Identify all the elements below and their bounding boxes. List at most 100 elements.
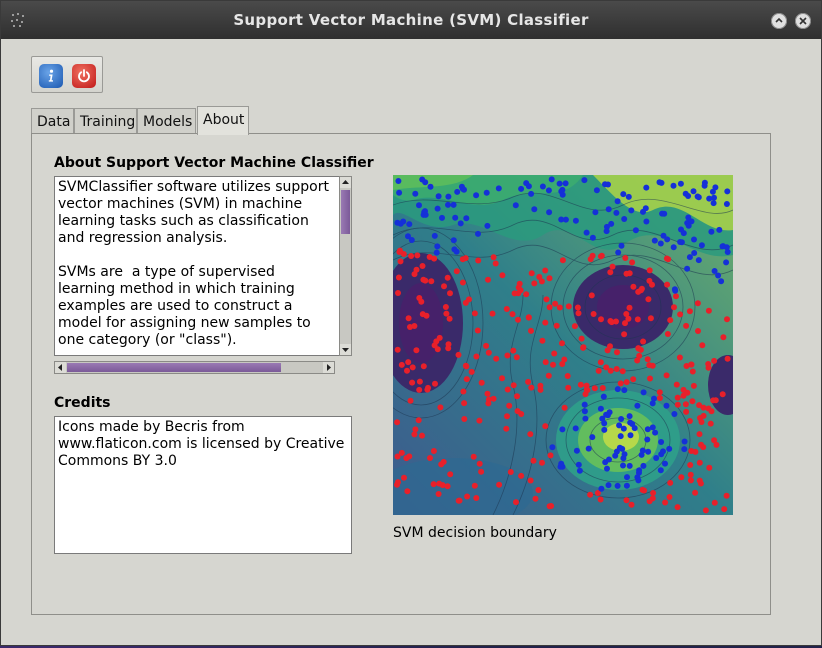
blue-point bbox=[576, 467, 583, 474]
blue-point bbox=[684, 265, 691, 272]
blue-point bbox=[625, 193, 632, 200]
blue-point bbox=[597, 405, 604, 412]
scroll-left-button[interactable] bbox=[55, 362, 66, 373]
contour-lines bbox=[393, 192, 733, 515]
red-point bbox=[628, 501, 635, 508]
red-point bbox=[432, 380, 438, 387]
scroll-right-button[interactable] bbox=[323, 362, 334, 373]
red-point bbox=[411, 271, 418, 278]
red-point bbox=[485, 396, 492, 403]
tab-about[interactable]: About bbox=[197, 106, 249, 135]
red-point bbox=[513, 354, 520, 361]
blue-point bbox=[711, 194, 717, 201]
blue-point bbox=[559, 426, 566, 433]
red-point bbox=[683, 408, 690, 415]
arrow-left-icon bbox=[58, 364, 62, 371]
red-point bbox=[683, 363, 690, 369]
red-point bbox=[647, 375, 653, 382]
red-point bbox=[515, 284, 522, 291]
red-point bbox=[394, 346, 401, 353]
red-point bbox=[578, 335, 585, 342]
red-point bbox=[546, 304, 553, 311]
red-point bbox=[597, 359, 604, 366]
app-icon bbox=[11, 13, 24, 27]
blue-point bbox=[427, 183, 434, 190]
red-point bbox=[724, 355, 731, 362]
blue-point bbox=[603, 411, 610, 418]
red-point bbox=[447, 290, 453, 297]
blue-point bbox=[592, 209, 599, 216]
blue-point bbox=[450, 237, 457, 244]
red-point bbox=[635, 345, 642, 352]
title-bar[interactable]: Support Vector Machine (SVM) Classifier bbox=[1, 1, 821, 39]
red-point bbox=[629, 259, 636, 266]
red-point bbox=[590, 311, 597, 317]
red-point bbox=[613, 366, 620, 372]
red-point bbox=[697, 480, 704, 487]
red-point bbox=[527, 477, 534, 484]
scroll-up-button[interactable] bbox=[340, 177, 351, 188]
vertical-scroll-thumb[interactable] bbox=[341, 190, 350, 234]
red-point bbox=[673, 293, 679, 300]
red-point bbox=[536, 273, 543, 280]
blue-point bbox=[582, 415, 589, 422]
red-point bbox=[504, 352, 511, 359]
red-point bbox=[603, 364, 610, 371]
red-point bbox=[705, 364, 712, 371]
blue-point bbox=[658, 439, 665, 445]
red-point bbox=[702, 507, 709, 514]
red-point bbox=[667, 479, 674, 486]
credits-heading: Credits bbox=[54, 395, 111, 411]
red-point bbox=[503, 425, 510, 432]
blue-point bbox=[616, 444, 623, 451]
red-point bbox=[459, 256, 466, 263]
scroll-down-button[interactable] bbox=[340, 344, 351, 355]
horizontal-scroll-thumb[interactable] bbox=[67, 363, 281, 372]
about-horizontal-scrollbar[interactable] bbox=[54, 361, 335, 374]
blue-point bbox=[531, 206, 538, 213]
region-top-left bbox=[393, 175, 473, 190]
arrow-down-icon bbox=[342, 348, 349, 352]
red-point bbox=[473, 353, 480, 360]
red-point bbox=[395, 290, 401, 296]
close-button[interactable] bbox=[795, 13, 811, 29]
blue-point bbox=[435, 193, 442, 200]
red-point bbox=[630, 283, 637, 290]
red-point bbox=[667, 317, 674, 324]
blue-point bbox=[649, 424, 656, 431]
red-point bbox=[682, 401, 689, 408]
red-point bbox=[617, 380, 624, 387]
red-point bbox=[442, 304, 449, 310]
about-text-area[interactable]: SVMClassifier software utilizes support … bbox=[54, 176, 340, 356]
blue-point bbox=[677, 239, 684, 245]
red-point bbox=[552, 300, 559, 307]
tab-models[interactable]: Models bbox=[137, 108, 196, 134]
red-point bbox=[423, 312, 430, 319]
blue-point bbox=[614, 482, 621, 489]
red-point bbox=[409, 364, 416, 371]
red-point bbox=[510, 347, 517, 354]
restore-button[interactable] bbox=[771, 13, 787, 29]
blue-point bbox=[723, 201, 730, 207]
power-button[interactable] bbox=[72, 64, 96, 88]
red-point bbox=[571, 323, 578, 330]
red-point bbox=[689, 398, 696, 405]
tab-training[interactable]: Training bbox=[74, 108, 137, 134]
red-point bbox=[539, 459, 545, 466]
blue-point bbox=[473, 192, 480, 199]
red-point bbox=[489, 310, 496, 317]
blue-point bbox=[439, 214, 445, 221]
red-point bbox=[598, 316, 604, 323]
blue-point bbox=[649, 400, 656, 407]
blue-point bbox=[640, 208, 646, 215]
info-button[interactable] bbox=[39, 64, 63, 88]
red-point bbox=[419, 432, 425, 439]
about-vertical-scrollbar[interactable] bbox=[339, 176, 352, 356]
credits-text-area[interactable]: Icons made by Becris from www.flaticon.c… bbox=[54, 416, 352, 554]
red-point bbox=[461, 400, 468, 407]
blue-point bbox=[614, 198, 621, 205]
red-point bbox=[398, 449, 405, 456]
blue-point bbox=[605, 181, 611, 188]
red-point bbox=[437, 404, 444, 411]
tab-data[interactable]: Data bbox=[31, 108, 74, 134]
